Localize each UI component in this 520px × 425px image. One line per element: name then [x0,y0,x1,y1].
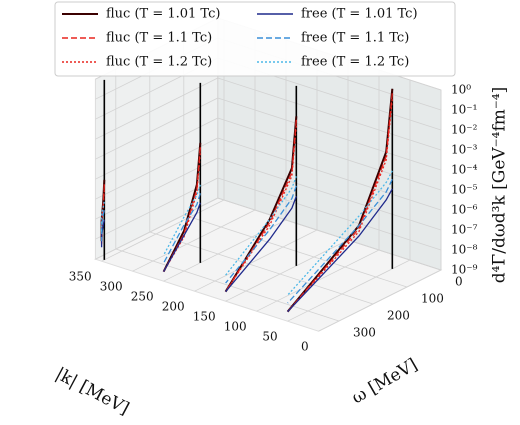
z-tick-label: 10⁻⁸ [451,243,478,257]
grid-line [217,197,442,271]
x-tick-label: 100 [224,320,247,334]
series-line [225,185,297,284]
legend-label: fluc (T = 1.01 Tc) [106,7,220,22]
z-tick-label: 10⁻² [451,123,478,137]
x-tick-label: 200 [162,300,185,314]
series-line [163,193,201,264]
series-line [225,125,297,293]
series-line [225,196,297,293]
marks [100,79,394,313]
grid-line [183,214,408,288]
series-line [100,201,105,232]
y-tick-label: 0 [455,275,463,289]
x-tick-label: 50 [262,330,277,344]
x-tick-label: 350 [69,270,92,284]
legend-box [54,1,456,77]
series-line [287,170,393,296]
legend-label: fluc (T = 1.2 Tc) [106,55,212,70]
series-line [163,202,201,273]
x-tick-label: 300 [100,280,123,294]
x-tick-label: 0 [301,340,309,354]
x-tick-label: 150 [193,310,216,324]
z-tick-label: 10⁻⁴ [451,163,478,177]
z-tick-label: 10⁰ [451,83,471,97]
z-tick-label: 10⁻⁵ [451,183,478,197]
series-line [163,184,201,256]
legend-label: free (T = 1.1 Tc) [301,31,409,46]
series-line [287,179,393,304]
series-line [162,142,202,273]
y-tick-label: 200 [387,309,410,323]
z-tick-label: 10⁻⁶ [451,203,478,217]
y-axis-title: ω [MeV] [348,355,421,408]
z-axis-title: d⁴Γ/dωd³k [GeV⁻⁴fm⁻⁴] [490,87,510,284]
z-tick-label: 10⁻⁷ [451,223,478,237]
legend-label: free (T = 1.2 Tc) [301,55,409,70]
z-tick-label: 10⁻⁹ [451,263,478,277]
legend-label: fluc (T = 1.1 Tc) [106,31,212,46]
y-tick-label: 100 [421,292,444,306]
legend-label: free (T = 1.01 Tc) [301,7,418,22]
y-tick-label: 300 [353,326,376,340]
series-line [100,210,105,242]
grid-line [115,248,340,322]
legend: fluc (T = 1.01 Tc) fluc (T = 1.1 Tc) fluc … [54,1,456,77]
labels: 0 50 100 150 200 250 300 350 0 100 200 300 10⁻⁹ 10⁻⁸ 1… [69,83,478,354]
series-line [287,188,393,313]
x-tick-label: 250 [131,290,154,304]
z-tick-label: 10⁻¹ [451,103,477,117]
z-tick-label: 10⁻³ [451,143,478,157]
series-line [100,190,105,246]
grid-line [149,231,374,305]
x-axis-title: |k| [MeV] [52,364,132,419]
